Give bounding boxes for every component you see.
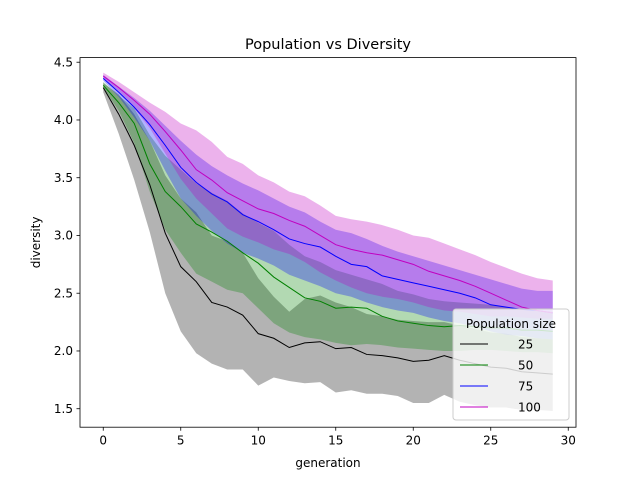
line-series-75 bbox=[102, 78, 553, 314]
legend-label-75: 75 bbox=[518, 379, 533, 393]
legend-frame bbox=[452, 308, 570, 421]
y-tick-label: 4.0 bbox=[54, 113, 73, 127]
x-tick-label: 25 bbox=[483, 434, 498, 448]
legend-label-100: 100 bbox=[518, 400, 541, 414]
legend-label-25: 25 bbox=[518, 337, 533, 351]
y-tick-label: 2.5 bbox=[54, 286, 73, 300]
x-tick-label: 0 bbox=[99, 434, 107, 448]
legend-title: Population size bbox=[466, 317, 556, 331]
y-tick-label: 3.0 bbox=[54, 229, 73, 243]
y-tick-label: 2.0 bbox=[54, 344, 73, 358]
band-series-100 bbox=[103, 72, 553, 319]
x-axis-label: generation bbox=[295, 456, 360, 470]
y-tick-label: 4.5 bbox=[54, 55, 73, 69]
y-axis-label: diversity bbox=[29, 217, 43, 269]
x-tick-label: 5 bbox=[177, 434, 185, 448]
legend-entries: 25 50 75 100 bbox=[460, 337, 541, 414]
x-tick-label: 10 bbox=[251, 434, 266, 448]
x-tick-label: 30 bbox=[561, 434, 576, 448]
x-tick-label: 15 bbox=[328, 434, 343, 448]
band-series-75 bbox=[103, 74, 553, 340]
legend: Population size 25 50 75 100 bbox=[452, 308, 570, 421]
y-tick-label: 3.5 bbox=[54, 171, 73, 185]
legend-label-50: 50 bbox=[518, 358, 533, 372]
y-tick-label: 1.5 bbox=[54, 402, 73, 416]
y-axis: 1.5 2.0 2.5 3.0 3.5 4.0 4.5 bbox=[54, 55, 80, 416]
x-axis: 0 5 10 15 20 25 30 bbox=[99, 427, 576, 448]
x-tick-label: 20 bbox=[406, 434, 421, 448]
chart-title: Population vs Diversity bbox=[245, 37, 411, 53]
band-series-25 bbox=[103, 83, 553, 412]
line-series-100 bbox=[102, 75, 553, 314]
plot-frame bbox=[79, 57, 577, 428]
